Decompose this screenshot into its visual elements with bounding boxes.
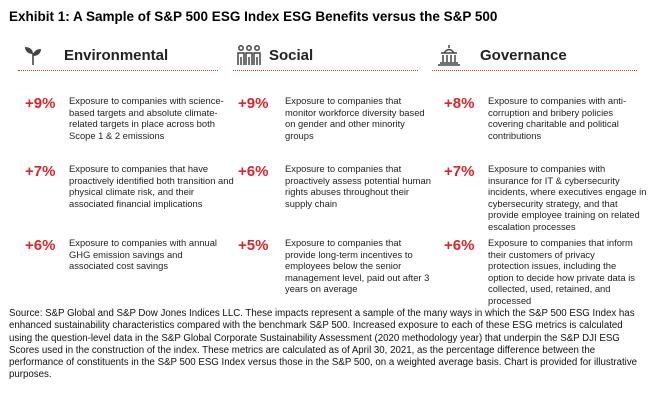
metric-description: Exposure to companies that proactively a… — [285, 163, 431, 209]
metric-value: +7% — [444, 163, 475, 180]
metric-description: Exposure to companies that inform their … — [488, 237, 635, 306]
governance-heading: Governance — [480, 47, 567, 64]
header-divider — [432, 70, 637, 71]
people-icon — [236, 44, 262, 71]
metric-description: Exposure to companies with science-based… — [69, 95, 224, 141]
governance-column: Governance — [432, 38, 642, 82]
metric-value: +7% — [25, 163, 56, 180]
metric-value: +6% — [25, 237, 56, 254]
metric-value: +6% — [444, 237, 475, 254]
metric-description: Exposure to companies with annual GHG em… — [69, 237, 218, 272]
metric-value: +6% — [238, 163, 269, 180]
environmental-header: Environmental — [18, 38, 223, 82]
metric-description: Exposure to companies that have proactiv… — [69, 163, 234, 209]
environmental-heading: Environmental — [64, 47, 169, 64]
exhibit-title: Exhibit 1: A Sample of S&P 500 ESG Index… — [9, 9, 498, 24]
sprout-icon — [22, 44, 44, 71]
metric-description: Exposure to companies that provide long-… — [285, 237, 430, 295]
social-heading: Social — [269, 47, 314, 64]
metric-value: +5% — [238, 237, 269, 254]
header-divider — [18, 70, 218, 71]
capitol-building-icon — [437, 44, 461, 71]
metric-description: Exposure to companies with insurance for… — [488, 163, 647, 232]
environmental-column: Environmental — [18, 38, 223, 82]
metric-value: +9% — [25, 95, 56, 112]
metric-value: +8% — [444, 95, 475, 112]
header-divider — [233, 70, 418, 71]
metric-description: Exposure to companies with anti-corrupti… — [488, 95, 627, 141]
source-note: Source: S&P Global and S&P Dow Jones Ind… — [9, 308, 638, 381]
metric-description: Exposure to companies that monitor workf… — [285, 95, 425, 141]
metric-value: +9% — [238, 95, 269, 112]
social-header: Social — [233, 38, 423, 82]
social-column: Social — [233, 38, 423, 82]
governance-header: Governance — [432, 38, 642, 82]
